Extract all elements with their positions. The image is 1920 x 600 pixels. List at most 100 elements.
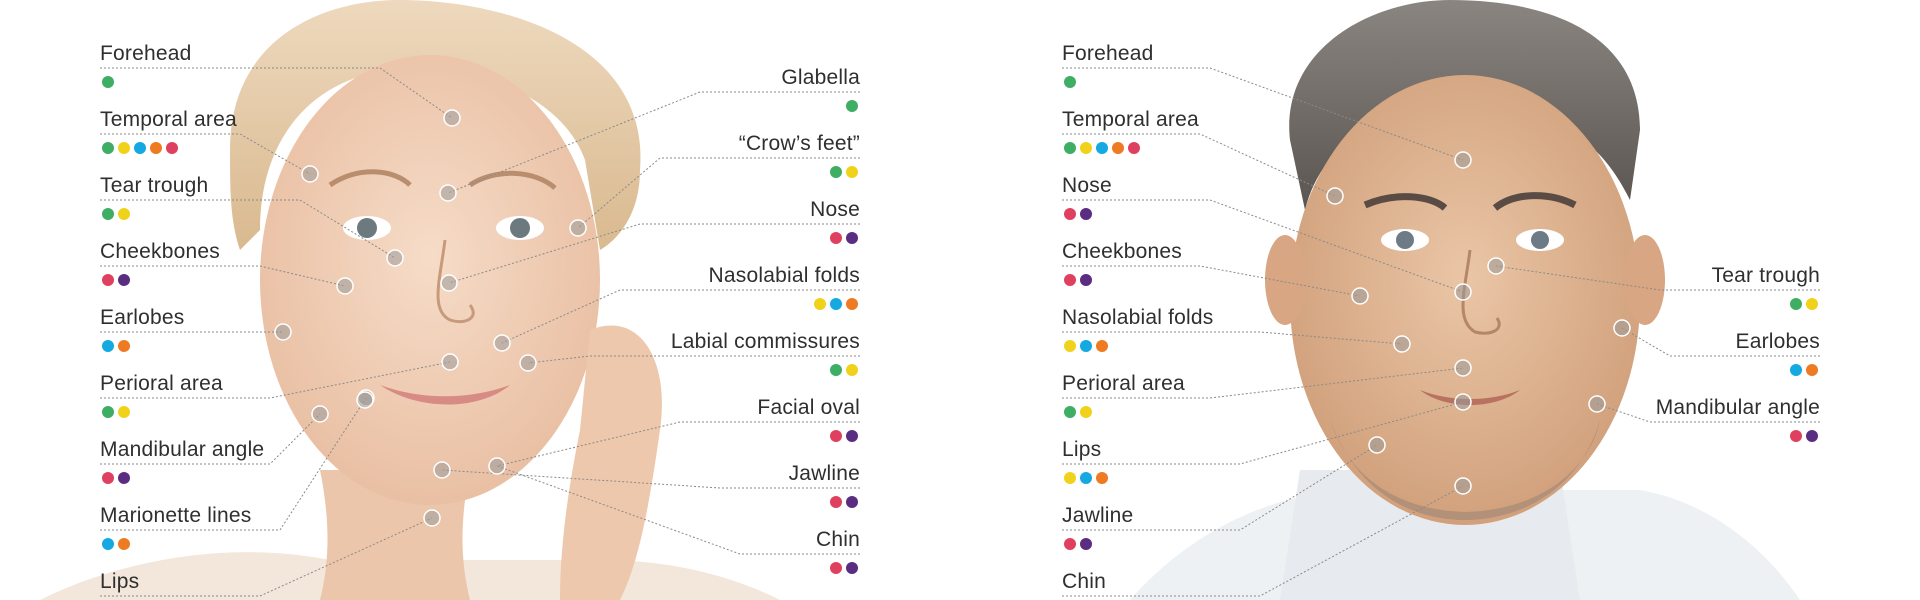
product-dots [1790,430,1818,442]
zone-label: Temporal area [100,108,237,131]
yellow-dot [118,208,130,220]
red-dot [1064,274,1076,286]
purple-dot [118,472,130,484]
orange-dot [150,142,162,154]
zone-label: Jawline [788,462,860,485]
purple-dot [846,562,858,574]
purple-dot [1080,274,1092,286]
product-dots [102,406,130,418]
zone-label: Tear trough [100,174,209,197]
product-dots [1064,274,1092,286]
blue-dot [102,538,114,550]
zone-label: Earlobes [1735,330,1820,353]
zone-label: Tear trough [1711,264,1820,287]
zone-label: Lips [1062,438,1102,461]
purple-dot [118,274,130,286]
zone-label: Cheekbones [1062,240,1182,263]
product-dots [1064,208,1092,220]
zone-label: Nose [1062,174,1112,197]
purple-dot [846,430,858,442]
green-dot [1790,298,1802,310]
yellow-dot [814,298,826,310]
blue-dot [134,142,146,154]
product-dots [830,364,858,376]
red-dot [102,274,114,286]
red-dot [1790,430,1802,442]
purple-dot [846,232,858,244]
zone-label: Perioral area [100,372,223,395]
product-dots [102,76,114,88]
product-dots [102,340,130,352]
yellow-dot [846,166,858,178]
product-dots [1064,340,1108,352]
red-dot [830,430,842,442]
orange-dot [1096,472,1108,484]
zone-label: Marionette lines [100,504,252,527]
orange-dot [846,298,858,310]
product-dots [814,298,858,310]
green-dot [102,406,114,418]
zone-label: Chin [816,528,860,551]
green-dot [102,208,114,220]
blue-dot [1096,142,1108,154]
zone-label: Labial commissures [670,330,860,353]
red-dot [166,142,178,154]
product-dots [1064,142,1140,154]
product-dots [1064,406,1092,418]
red-dot [102,472,114,484]
purple-dot [1806,430,1818,442]
zone-label: Temporal area [1062,108,1199,131]
green-dot [830,364,842,376]
orange-dot [1806,364,1818,376]
product-dots [102,472,130,484]
zone-label: Forehead [100,42,192,65]
zone-label: Mandibular angle [100,438,265,461]
zone-label: Glabella [781,66,860,89]
red-dot [830,562,842,574]
green-dot [846,100,858,112]
product-dots [846,100,858,112]
yellow-dot [1080,406,1092,418]
zone-label: Chin [1062,570,1106,593]
zone-label: Mandibular angle [1655,396,1820,419]
product-dots [102,208,130,220]
product-dots [830,166,858,178]
red-dot [1128,142,1140,154]
green-dot [830,166,842,178]
zone-label: “Crow’s feet” [738,132,860,155]
green-dot [1064,406,1076,418]
zone-label: Cheekbones [100,240,220,263]
blue-dot [102,340,114,352]
red-dot [830,232,842,244]
yellow-dot [118,406,130,418]
blue-dot [830,298,842,310]
green-dot [1064,142,1076,154]
product-dots [102,538,130,550]
zone-label: Nasolabial folds [708,264,860,287]
green-dot [1064,76,1076,88]
product-dots [1790,298,1818,310]
zone-label: Forehead [1062,42,1154,65]
red-dot [830,496,842,508]
zone-label: Nose [810,198,860,221]
product-dots [102,142,178,154]
product-dots [1790,364,1818,376]
product-dots [830,562,858,574]
product-dots [830,496,858,508]
zone-label: Perioral area [1062,372,1185,395]
product-dots [830,430,858,442]
orange-dot [1112,142,1124,154]
red-dot [1064,208,1076,220]
zone-label: Lips [100,570,140,593]
orange-dot [118,340,130,352]
zone-label: Earlobes [100,306,185,329]
product-dots [1064,538,1092,550]
purple-dot [1080,208,1092,220]
yellow-dot [846,364,858,376]
yellow-dot [1064,472,1076,484]
yellow-dot [118,142,130,154]
yellow-dot [1806,298,1818,310]
red-dot [1064,538,1076,550]
